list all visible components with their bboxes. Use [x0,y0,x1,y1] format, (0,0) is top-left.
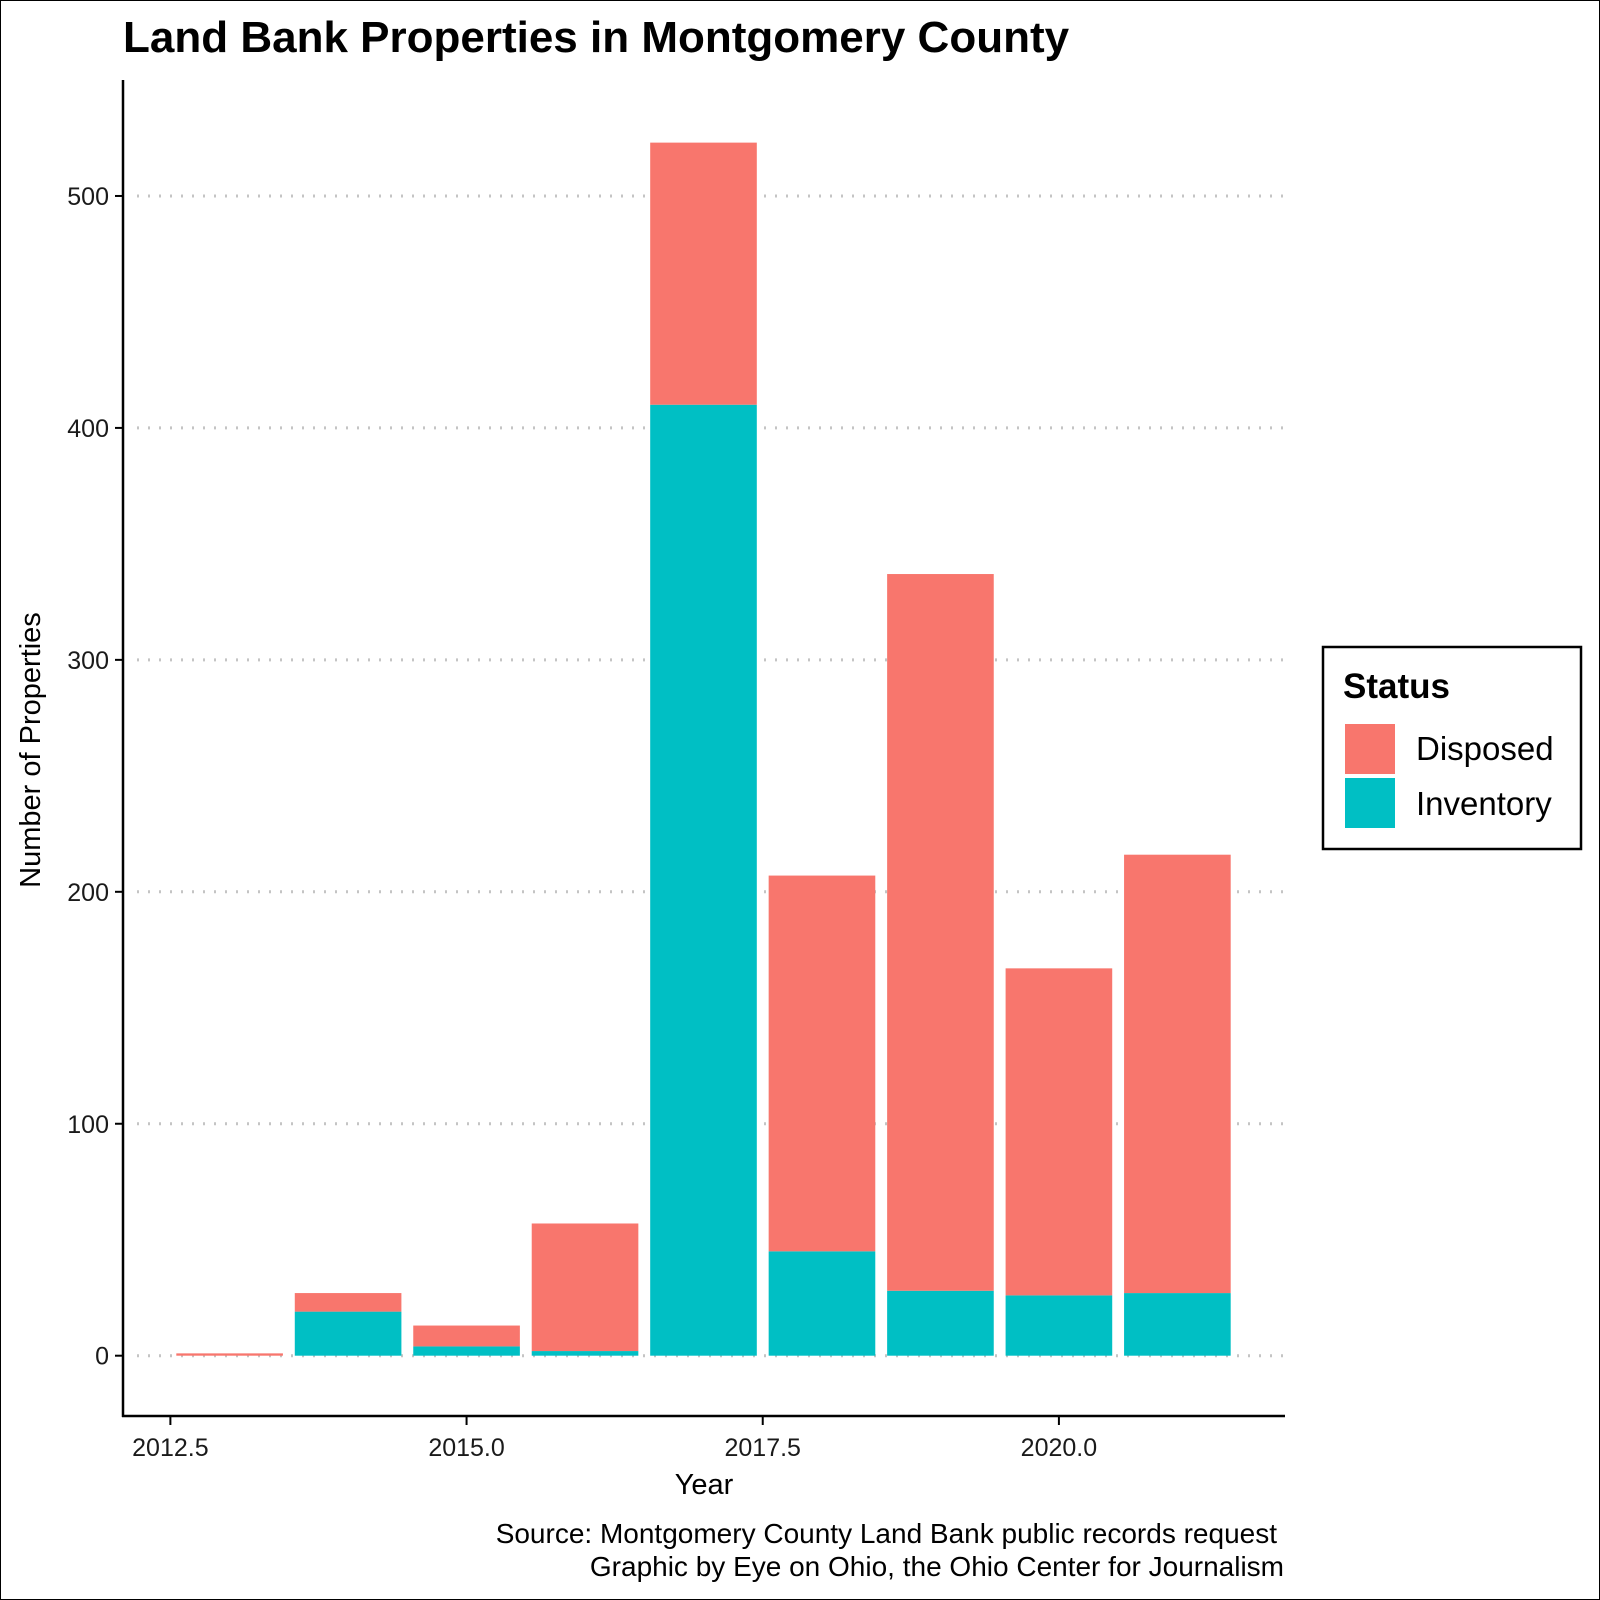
caption-credit: Graphic by Eye on Ohio, the Ohio Center … [590,1551,1284,1582]
bar-inventory-2021 [1124,1293,1231,1356]
x-axis-title: Year [675,1469,734,1501]
legend-title: Status [1343,667,1450,706]
bar-disposed-2017 [650,142,757,405]
bar-disposed-2013 [176,1353,283,1356]
x-axis-ticks: 2012.5 2015.0 2017.5 2020.0 [132,1416,1097,1462]
bar-disposed-2020 [1005,968,1113,1296]
legend-label-disposed: Disposed [1416,730,1554,767]
legend-swatch-disposed [1345,724,1395,774]
bar-inventory-2014 [294,1311,402,1356]
y-tick-label: 0 [95,1343,109,1371]
legend-label-inventory: Inventory [1416,785,1552,822]
y-tick-label: 100 [67,1111,109,1139]
bar-disposed-2014 [294,1293,402,1312]
caption-source: Source: Montgomery County Land Bank publ… [496,1518,1278,1549]
bar-inventory-2015 [413,1346,520,1356]
bars [176,142,1231,1356]
bar-disposed-2016 [531,1223,639,1352]
bar-disposed-2015 [413,1325,520,1347]
y-tick-label: 300 [67,647,109,675]
bar-inventory-2018 [768,1251,876,1356]
bar-inventory-2020 [1005,1295,1113,1356]
y-tick-label: 400 [67,415,109,443]
x-tick-label: 2012.5 [132,1434,208,1462]
x-tick-label: 2015.0 [428,1434,504,1462]
y-axis-title: Number of Properties [15,612,47,888]
bar-disposed-2018 [768,875,876,1252]
y-tick-label: 500 [67,183,109,211]
x-tick-label: 2020.0 [1021,1434,1097,1462]
y-tick-label: 200 [67,879,109,907]
chart-title: Land Bank Properties in Montgomery Count… [123,13,1070,62]
bar-disposed-2021 [1124,854,1231,1294]
bar-disposed-2019 [887,574,994,1291]
legend: Status Disposed Inventory [1321,645,1583,851]
legend-swatch-inventory [1345,778,1395,828]
x-tick-label: 2017.5 [725,1434,801,1462]
bar-inventory-2017 [650,404,757,1356]
bar-inventory-2016 [531,1351,639,1356]
y-axis-ticks: 0 100 200 300 400 500 [67,183,123,1371]
bar-inventory-2019 [887,1290,994,1356]
